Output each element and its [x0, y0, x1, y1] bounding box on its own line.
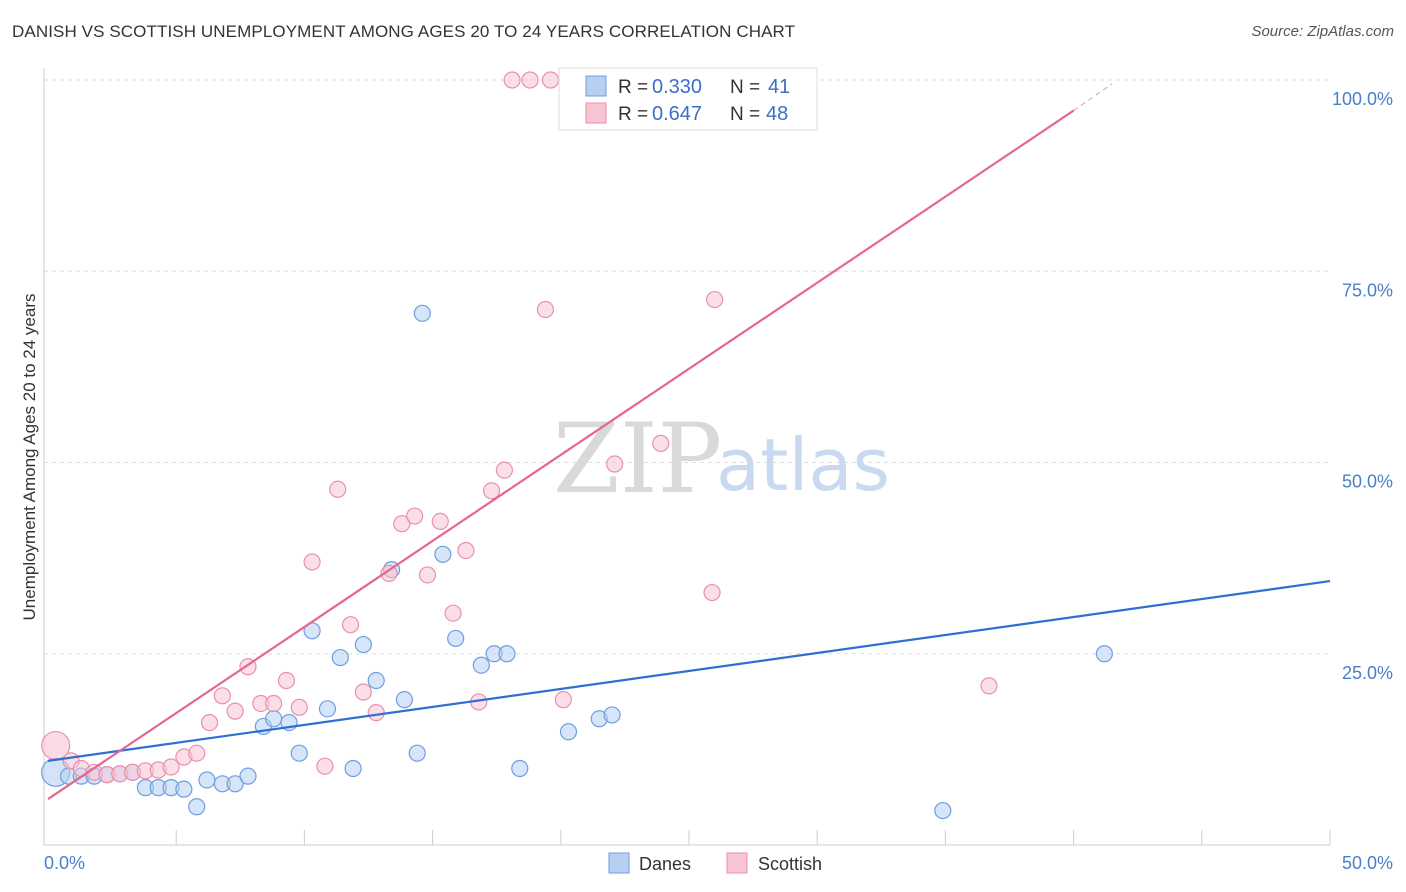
danes-point-38: [603, 706, 621, 724]
danes-point-17: [265, 710, 283, 728]
scottish-n-value: 48: [766, 103, 788, 125]
y-tick-label-25: 25.0%: [1342, 663, 1393, 683]
scottish-point-23: [341, 616, 360, 634]
legend-danes-label[interactable]: Danes: [639, 854, 691, 874]
danes-point-14: [226, 775, 244, 793]
scottish-point-9: [162, 758, 180, 776]
scottish-point-45: [706, 290, 724, 309]
danes-trend-line: [47, 579, 1331, 762]
scottish-point-21: [316, 757, 334, 775]
scottish-point-31: [444, 604, 462, 622]
scottish-points: [41, 71, 998, 784]
scottish-point-18: [277, 671, 296, 690]
danes-point-23: [344, 759, 362, 778]
scottish-point-43: [606, 455, 624, 473]
danes-point-40: [1095, 645, 1113, 663]
danes-point-30: [434, 545, 452, 563]
y-tick-label-100: 100.0%: [1332, 89, 1393, 109]
danes-n-key: N =: [730, 77, 760, 98]
trend-lines: [47, 83, 1331, 801]
scottish-trend-line: [47, 109, 1075, 801]
scottish-trend-extension: [1073, 83, 1113, 112]
scottish-n-key: N =: [730, 104, 760, 125]
legend-scottish-swatch[interactable]: [726, 852, 748, 874]
scottish-r-key: R =: [618, 104, 648, 125]
scottish-point-26: [380, 564, 398, 583]
chart-title: DANISH VS SCOTTISH UNEMPLOYMENT AMONG AG…: [12, 22, 796, 41]
scottish-point-36: [503, 71, 521, 89]
scottish-point-12: [200, 713, 219, 732]
scottish-point-34: [482, 482, 501, 500]
scottish-point-20: [303, 553, 321, 571]
danes-point-32: [472, 656, 490, 674]
danes-point-19: [290, 744, 308, 762]
danes-r-key: R =: [618, 77, 648, 98]
x-tick-label-50: 50.0%: [1342, 853, 1393, 873]
y-tick-label-50: 50.0%: [1342, 472, 1393, 492]
series-legend: Danes Scottish: [608, 852, 822, 874]
scottish-point-17: [265, 694, 283, 713]
scottish-point-37: [521, 71, 539, 89]
scottish-point-35: [495, 461, 513, 479]
y-tick-labels: 25.0% 50.0% 75.0% 100.0%: [1332, 89, 1393, 683]
stats-legend: R = 0.330 N = 41 R = 0.647 N = 48: [558, 67, 818, 131]
scottish-point-24: [354, 683, 372, 701]
scottish-point-38: [536, 300, 555, 319]
danes-point-11: [188, 798, 206, 816]
danes-point-39: [934, 801, 952, 820]
y-axis-label: Unemployment Among Ages 20 to 24 years: [20, 294, 39, 621]
y-tick-label-75: 75.0%: [1342, 280, 1393, 300]
legend-danes-swatch[interactable]: [608, 852, 630, 874]
danes-r-value: 0.330: [652, 76, 702, 98]
scottish-point-44: [652, 434, 670, 452]
source-credit: Source: ZipAtlas.com: [1251, 23, 1394, 40]
danes-swatch: [585, 75, 607, 97]
scottish-swatch: [585, 102, 607, 124]
gridlines: [44, 79, 1330, 655]
x-tick-label-0: 0.0%: [44, 853, 85, 873]
scottish-point-11: [188, 744, 206, 762]
danes-point-12: [198, 771, 216, 789]
x-axis-ticks: [43, 830, 1331, 845]
watermark-zip: ZIP: [553, 403, 722, 515]
danes-point-36: [559, 723, 578, 741]
scottish-point-28: [406, 507, 424, 525]
danes-point-10: [175, 780, 193, 798]
scottish-point-30: [431, 512, 449, 531]
danes-point-35: [511, 759, 529, 778]
scottish-point-13: [213, 687, 231, 705]
danes-point-15: [239, 767, 257, 785]
scottish-point-29: [418, 566, 437, 584]
danes-points: [41, 304, 1113, 820]
legend-scottish-label[interactable]: Scottish: [758, 854, 822, 874]
danes-n-value: 41: [768, 76, 790, 98]
scottish-point-27: [393, 515, 411, 533]
x-tick-labels: 0.0% 50.0%: [44, 853, 1393, 873]
danes-point-27: [395, 691, 413, 709]
scottish-point-14: [226, 702, 244, 720]
danes-point-29: [413, 304, 431, 322]
scottish-point-47: [980, 677, 998, 695]
scottish-point-22: [329, 480, 347, 498]
danes-point-22: [331, 648, 349, 667]
scottish-point-39: [541, 71, 560, 89]
danes-point-25: [367, 671, 385, 690]
danes-point-21: [318, 700, 337, 718]
scottish-point-19: [290, 698, 308, 716]
scottish-point-25: [367, 704, 385, 722]
watermark-atlas: atlas: [716, 423, 890, 507]
scottish-r-value: 0.647: [652, 103, 702, 125]
scottish-point-46: [703, 583, 721, 602]
danes-point-24: [354, 635, 372, 654]
scottish-point-40: [554, 691, 572, 709]
danes-point-31: [447, 629, 465, 648]
danes-point-28: [408, 744, 426, 762]
danes-point-34: [498, 645, 516, 663]
scottish-point-32: [457, 541, 475, 560]
